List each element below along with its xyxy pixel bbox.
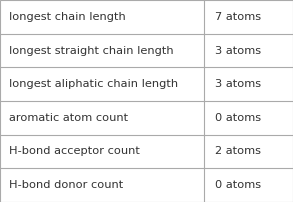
Text: 3 atoms: 3 atoms (215, 79, 261, 89)
Text: 0 atoms: 0 atoms (215, 113, 261, 123)
Text: 2 atoms: 2 atoms (215, 146, 261, 157)
Text: aromatic atom count: aromatic atom count (9, 113, 128, 123)
Text: H-bond acceptor count: H-bond acceptor count (9, 146, 140, 157)
Text: 3 atoms: 3 atoms (215, 45, 261, 56)
Text: longest straight chain length: longest straight chain length (9, 45, 173, 56)
Text: 0 atoms: 0 atoms (215, 180, 261, 190)
Text: 7 atoms: 7 atoms (215, 12, 261, 22)
Text: H-bond donor count: H-bond donor count (9, 180, 123, 190)
Text: longest aliphatic chain length: longest aliphatic chain length (9, 79, 178, 89)
Text: longest chain length: longest chain length (9, 12, 125, 22)
